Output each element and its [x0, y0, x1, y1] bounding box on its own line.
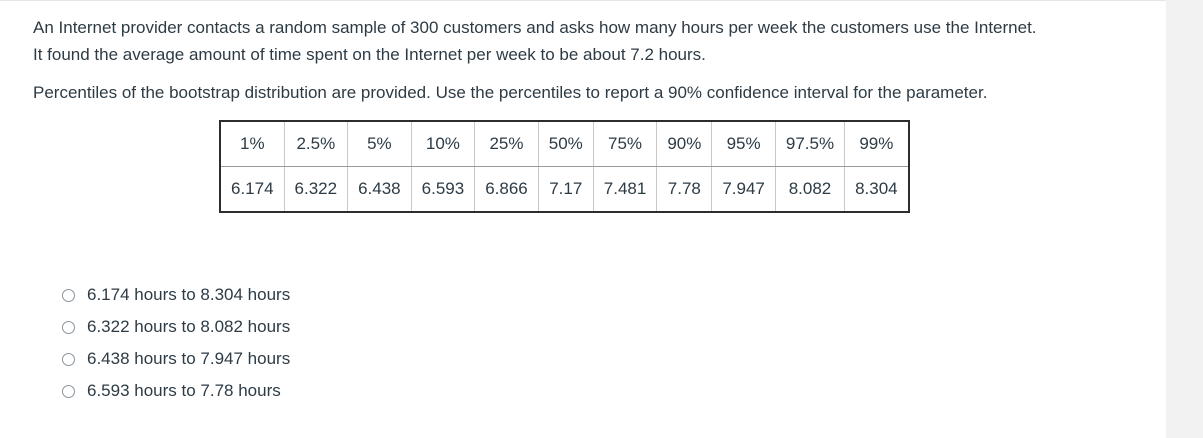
percentile-value-row: 6.174 6.322 6.438 6.593 6.866 7.17 7.481…: [218, 166, 910, 213]
percentile-value-cell: 7.17: [537, 166, 594, 213]
answer-option-2[interactable]: 6.322 hours to 8.082 hours: [62, 311, 290, 343]
answer-option-label[interactable]: 6.438 hours to 7.947 hours: [87, 349, 291, 368]
percentile-header-cell: 50%: [537, 120, 594, 167]
percentile-value-cell: 6.174: [218, 166, 285, 213]
percentile-header-row: 1% 2.5% 5% 10% 25% 50% 75% 90% 95% 97.5%…: [218, 120, 910, 167]
percentile-header-cell: 2.5%: [283, 120, 349, 167]
percentile-header-cell: 1%: [218, 120, 285, 167]
answer-option-4[interactable]: 6.593 hours to 7.78 hours: [62, 375, 290, 407]
percentile-value-cell: 7.78: [656, 166, 713, 213]
percentile-header-cell: 95%: [711, 120, 776, 167]
radio-button-icon[interactable]: [62, 288, 75, 302]
percentile-header-cell: 5%: [347, 120, 412, 167]
question-card: An Internet provider contacts a random s…: [0, 0, 1166, 438]
percentile-header-cell: 10%: [410, 120, 476, 167]
percentile-value-cell: 6.322: [283, 166, 349, 213]
percentile-header-cell: 90%: [656, 120, 713, 167]
percentile-value-cell: 8.304: [844, 166, 910, 213]
radio-button-icon[interactable]: [62, 352, 75, 366]
percentile-value-cell: 7.481: [592, 166, 658, 213]
percentile-value-cell: 6.438: [347, 166, 412, 213]
question-paragraph-1: An Internet provider contacts a random s…: [33, 14, 1037, 68]
question-line-2: It found the average amount of time spen…: [33, 45, 706, 64]
percentile-value-cell: 6.593: [410, 166, 476, 213]
percentile-header-cell: 97.5%: [774, 120, 846, 167]
question-paragraph-2: Percentiles of the bootstrap distributio…: [33, 83, 988, 102]
percentile-value-cell: 6.866: [474, 166, 539, 213]
percentile-value-cell: 7.947: [711, 166, 776, 213]
percentile-header-cell: 25%: [474, 120, 539, 167]
percentile-header-cell: 75%: [592, 120, 658, 167]
radio-button-icon[interactable]: [62, 320, 75, 334]
percentile-header-cell: 99%: [844, 120, 910, 167]
answer-option-label[interactable]: 6.593 hours to 7.78 hours: [87, 381, 281, 400]
radio-button-icon[interactable]: [62, 384, 75, 398]
answer-option-1[interactable]: 6.174 hours to 8.304 hours: [62, 279, 290, 311]
percentile-value-cell: 8.082: [774, 166, 846, 213]
answer-option-3[interactable]: 6.438 hours to 7.947 hours: [62, 343, 290, 375]
answer-option-label[interactable]: 6.322 hours to 8.082 hours: [87, 317, 291, 336]
question-line-1: An Internet provider contacts a random s…: [33, 18, 1037, 37]
percentile-table: 1% 2.5% 5% 10% 25% 50% 75% 90% 95% 97.5%…: [218, 120, 910, 213]
answer-option-label[interactable]: 6.174 hours to 8.304 hours: [87, 285, 291, 304]
answer-options: 6.174 hours to 8.304 hours 6.322 hours t…: [62, 279, 290, 407]
